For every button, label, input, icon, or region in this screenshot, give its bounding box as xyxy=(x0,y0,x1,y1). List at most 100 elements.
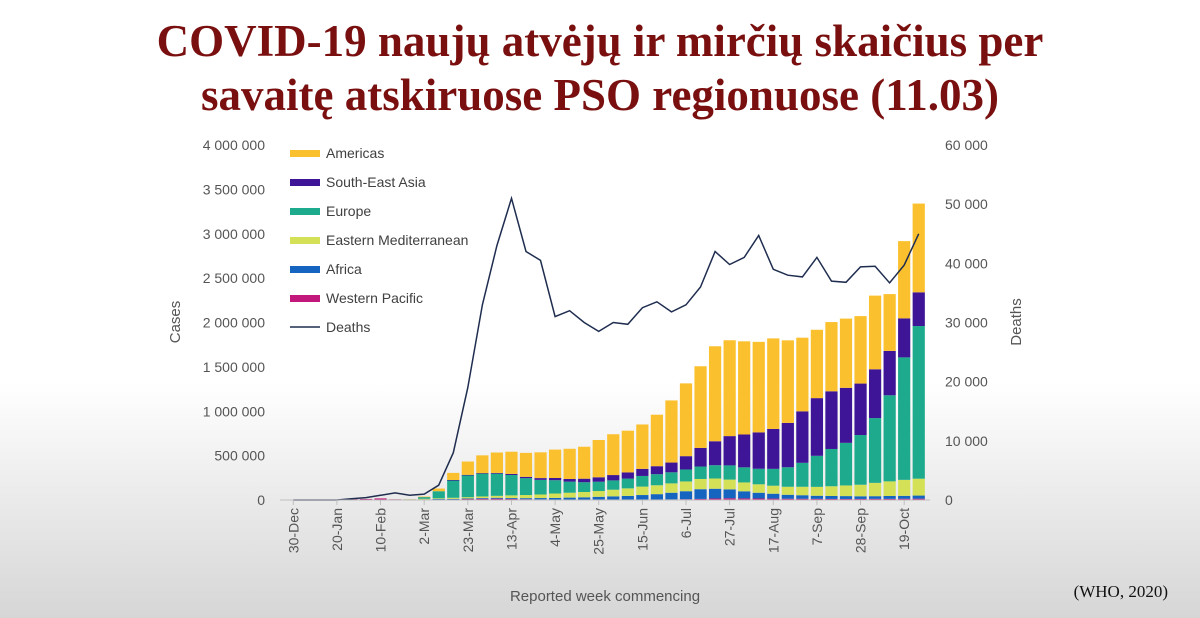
bar-south-east-asia xyxy=(665,462,678,473)
bar-americas xyxy=(592,440,605,478)
bar-eastern-mediterranean xyxy=(723,479,736,490)
legend-label-eastern-mediterranean: Eastern Mediterranean xyxy=(326,232,468,248)
bar-europe xyxy=(607,480,620,490)
bar-africa xyxy=(490,497,504,499)
bar-western-pacific xyxy=(708,498,722,500)
bar-western-pacific xyxy=(796,498,809,500)
bar-europe xyxy=(447,480,460,498)
bar-europe xyxy=(868,418,882,483)
bar-eastern-mediterranean xyxy=(418,498,431,500)
bar-south-east-asia xyxy=(578,478,591,483)
bar-south-east-asia xyxy=(825,391,838,449)
y2-axis-title: Deaths xyxy=(1008,298,1025,346)
bar-south-east-asia xyxy=(650,466,664,475)
bar-eastern-mediterranean xyxy=(694,478,707,490)
bar-europe xyxy=(796,462,809,487)
x-tick-label: 23-Mar xyxy=(460,508,476,553)
bar-europe xyxy=(636,475,649,487)
bar-americas xyxy=(752,341,765,433)
bar-south-east-asia xyxy=(679,456,693,470)
bar-africa xyxy=(476,498,489,499)
bar-europe xyxy=(505,474,518,496)
bar-south-east-asia xyxy=(810,398,824,456)
bar-americas xyxy=(839,318,853,388)
bar-eastern-mediterranean xyxy=(752,484,765,493)
x-axis: 30-Dec 20-Jan 10-Feb 2-Mar 23-Mar 13-Apr 4-May… xyxy=(285,500,912,555)
deaths-line-layer xyxy=(293,195,920,501)
bar-africa xyxy=(796,495,809,499)
bar-americas xyxy=(796,337,809,412)
bar-africa xyxy=(665,492,678,500)
bar-africa xyxy=(461,498,474,500)
bar-eastern-mediterranean xyxy=(636,486,649,496)
bar-western-pacific xyxy=(868,498,882,500)
bar-americas xyxy=(418,496,431,498)
bar-europe xyxy=(461,474,474,498)
bar-eastern-mediterranean xyxy=(738,482,751,492)
x-tick-label: 2-Mar xyxy=(416,508,432,545)
bar-europe xyxy=(563,481,576,493)
bar-eastern-mediterranean xyxy=(839,485,853,497)
bar-europe xyxy=(883,395,896,482)
bar-africa xyxy=(883,496,896,499)
bar-africa xyxy=(679,491,693,500)
bar-south-east-asia xyxy=(461,474,474,476)
bar-eastern-mediterranean xyxy=(607,489,620,497)
bar-africa xyxy=(854,496,867,499)
bar-south-east-asia xyxy=(898,318,911,358)
bar-europe xyxy=(825,448,838,487)
x-tick-label: 10-Feb xyxy=(373,508,389,553)
bar-americas xyxy=(708,346,722,442)
bar-eastern-mediterranean xyxy=(519,495,533,499)
y2-tick-label: 50 000 xyxy=(945,196,988,212)
bar-eastern-mediterranean xyxy=(898,479,911,496)
bar-eastern-mediterranean xyxy=(708,478,722,489)
bar-africa xyxy=(898,495,911,499)
x-tick-label: 4-May xyxy=(547,508,563,547)
bar-south-east-asia xyxy=(563,478,576,482)
chart-title: COVID-19 naujų atvėjų ir mirčių skaičius… xyxy=(0,14,1200,122)
bar-africa xyxy=(810,495,824,499)
y2-tick-label: 10 000 xyxy=(945,433,988,449)
y-tick-label: 4 000 000 xyxy=(203,137,265,153)
bar-eastern-mediterranean xyxy=(621,488,634,496)
x-axis-title: Reported week commencing xyxy=(510,588,700,605)
bar-western-pacific xyxy=(825,498,838,500)
bar-eastern-mediterranean xyxy=(476,496,489,499)
bar-south-east-asia xyxy=(621,472,634,479)
bar-western-pacific xyxy=(723,498,736,500)
bar-south-east-asia xyxy=(912,292,925,327)
bar-africa xyxy=(781,494,794,499)
bar-south-east-asia xyxy=(883,350,896,396)
bar-western-pacific xyxy=(738,498,751,500)
legend-swatch-americas xyxy=(290,150,320,157)
y-axis-title: Cases xyxy=(167,301,184,344)
bar-south-east-asia xyxy=(752,432,765,469)
bar-south-east-asia xyxy=(738,434,751,468)
bar-western-pacific xyxy=(505,498,518,500)
y-tick-label: 3 500 000 xyxy=(203,181,265,197)
y-tick-label: 500 000 xyxy=(214,448,265,464)
bar-europe xyxy=(898,357,911,480)
bar-americas xyxy=(898,241,911,319)
bar-africa xyxy=(636,495,649,500)
bar-africa xyxy=(868,496,882,499)
bar-africa xyxy=(621,495,634,500)
y-axis-right: 0 10 000 20 000 30 000 40 000 50 000 60 000 xyxy=(945,137,988,508)
bar-south-east-asia xyxy=(476,473,489,474)
bar-south-east-asia xyxy=(767,428,780,469)
bar-americas xyxy=(519,452,533,477)
bar-eastern-mediterranean xyxy=(868,482,882,497)
bar-americas xyxy=(781,340,794,423)
y-tick-label: 0 xyxy=(257,492,265,508)
bar-europe xyxy=(665,472,678,484)
bar-south-east-asia xyxy=(592,477,605,482)
bar-eastern-mediterranean xyxy=(447,497,460,499)
bar-europe xyxy=(752,468,765,485)
bar-western-pacific xyxy=(883,498,896,500)
chart-title-line-2: savaitę atskiruose PSO regionuose (11.03… xyxy=(201,70,999,120)
bar-africa xyxy=(519,498,533,500)
x-tick-label: 25-May xyxy=(591,508,607,555)
bar-south-east-asia xyxy=(548,477,562,481)
bar-europe xyxy=(592,481,605,492)
